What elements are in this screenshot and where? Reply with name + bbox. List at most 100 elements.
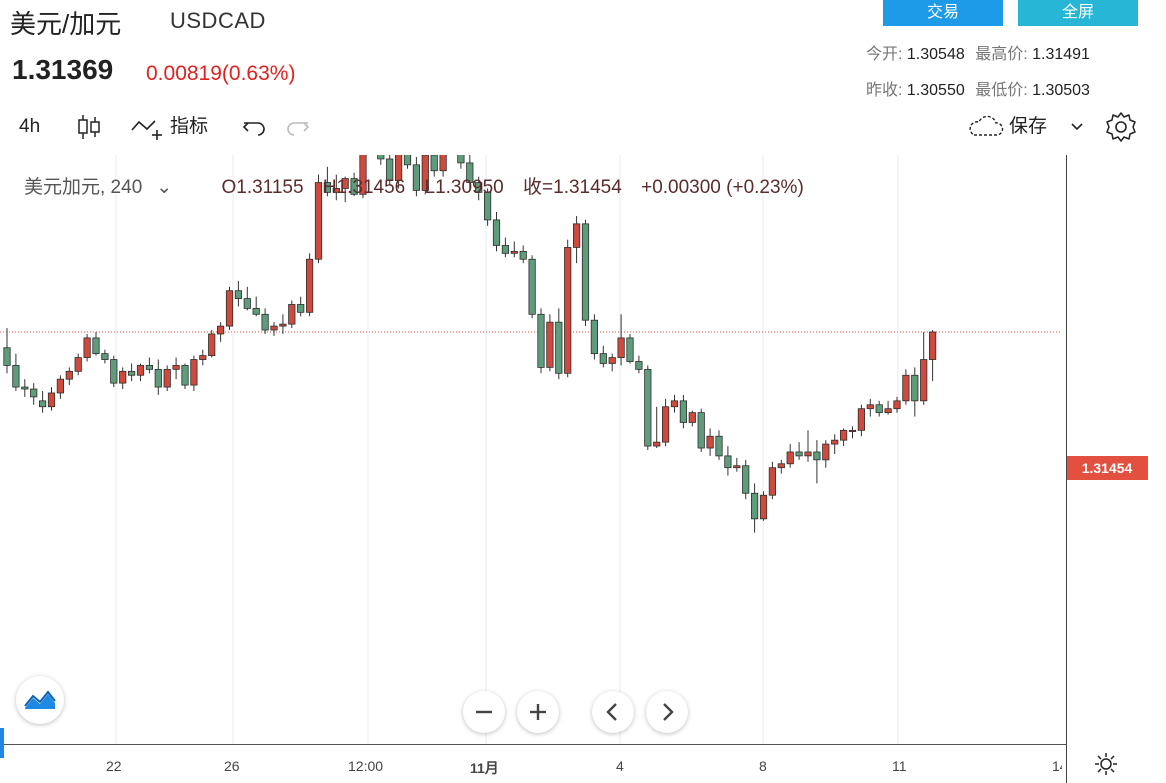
- save-button[interactable]: 保存: [966, 110, 1066, 144]
- zoom-out-button[interactable]: [463, 691, 505, 733]
- candle: [822, 440, 830, 468]
- prev-close-value: 1.30550: [906, 82, 965, 99]
- candle: [893, 396, 901, 413]
- candle: [234, 280, 242, 307]
- candle-body: [884, 408, 892, 414]
- candle: [795, 442, 803, 460]
- candle-body: [857, 408, 866, 431]
- save-menu-button[interactable]: [1068, 110, 1086, 144]
- candle: [902, 369, 910, 405]
- candle-type-button[interactable]: [76, 110, 102, 144]
- candle: [475, 176, 483, 201]
- undo-button[interactable]: [242, 110, 268, 144]
- candle: [101, 349, 109, 364]
- candlestick-chart[interactable]: [0, 155, 1062, 745]
- fullscreen-button[interactable]: 全屏: [1018, 0, 1138, 26]
- candle-body: [225, 290, 234, 327]
- chevron-down-icon[interactable]: ⌄: [156, 177, 173, 198]
- candle-body: [172, 365, 180, 370]
- cloud-icon: [969, 115, 1004, 136]
- x-tick-label: 22: [106, 758, 122, 774]
- candle: [145, 357, 153, 374]
- candle: [679, 394, 688, 429]
- candle-body: [136, 365, 145, 376]
- x-tick-label: 26: [224, 758, 240, 774]
- candle-body: [670, 400, 679, 408]
- candle-body: [537, 313, 545, 368]
- candle: [39, 391, 47, 413]
- candle-body: [573, 223, 581, 248]
- save-label: 保存: [1009, 116, 1048, 137]
- candle-body: [359, 155, 367, 195]
- candle: [697, 408, 705, 452]
- candle-body: [929, 331, 937, 360]
- candle: [47, 387, 56, 411]
- candle: [181, 363, 189, 390]
- time-axis-border: [0, 744, 1066, 745]
- candle: [430, 155, 438, 177]
- zoom-in-button[interactable]: [517, 691, 559, 733]
- tradingview-logo-button[interactable]: [16, 676, 64, 724]
- legend-high: H1.31456: [322, 177, 406, 198]
- chart-toolbar: 4h 指标 保存: [0, 110, 1166, 144]
- candle-body: [323, 182, 332, 193]
- candle: [724, 446, 732, 476]
- settings-button[interactable]: [1104, 110, 1138, 144]
- x-tick-label: 11月: [470, 760, 499, 776]
- candle-body: [751, 492, 759, 520]
- scroll-right-button[interactable]: [646, 691, 688, 733]
- candle-body: [314, 182, 323, 260]
- candle: [74, 353, 82, 376]
- candle-body: [848, 429, 857, 432]
- indicators-button[interactable]: 指标: [130, 110, 220, 144]
- candle-body: [466, 162, 474, 183]
- candle: [510, 241, 518, 258]
- legend-symbol[interactable]: 美元加元, 240: [24, 177, 143, 198]
- candle: [857, 404, 866, 437]
- candle: [866, 398, 874, 417]
- candle: [119, 367, 127, 390]
- candle-body: [475, 182, 483, 193]
- trade-button[interactable]: 交易: [883, 0, 1003, 26]
- candle-body: [341, 178, 349, 189]
- candle-body: [279, 323, 287, 327]
- candle: [662, 398, 670, 447]
- candle-body: [866, 404, 874, 410]
- candle: [537, 308, 545, 374]
- candle: [733, 457, 741, 472]
- redo-button[interactable]: [284, 110, 310, 144]
- candle: [457, 155, 465, 169]
- candle: [564, 239, 572, 378]
- candle-body: [724, 455, 732, 469]
- candle: [332, 174, 340, 201]
- candle: [288, 300, 296, 329]
- axis-settings-button[interactable]: [1094, 752, 1118, 776]
- candle-body: [546, 321, 554, 368]
- candle-body: [83, 337, 91, 358]
- candle: [804, 430, 812, 462]
- candle: [653, 406, 661, 449]
- scroll-left-button[interactable]: [592, 691, 634, 733]
- candle-body: [893, 400, 901, 410]
- candle-body: [759, 494, 768, 520]
- candle: [386, 155, 394, 185]
- candle-body: [697, 412, 705, 449]
- stats-row-2: 昨收: 1.30550 最低价: 1.30503: [866, 76, 1090, 100]
- candle: [12, 353, 20, 391]
- interval-button[interactable]: 4h: [19, 116, 41, 137]
- candle: [617, 314, 625, 366]
- candle: [394, 155, 403, 189]
- candle: [501, 237, 510, 258]
- candle: [127, 363, 136, 382]
- candle-body: [65, 370, 73, 380]
- x-tick-label: 11: [892, 758, 907, 774]
- candle: [626, 333, 634, 364]
- candle: [929, 330, 937, 382]
- candle: [314, 174, 323, 264]
- ohlc-legend: 美元加元, 240 ⌄ O1.31155 H1.31456 L1.30950 收=…: [24, 172, 818, 199]
- candle-body: [492, 219, 501, 246]
- candle-body: [439, 155, 447, 172]
- legend-close: 收=1.31454: [523, 177, 622, 198]
- candle: [243, 286, 251, 311]
- x-tick-label: 8: [759, 758, 767, 774]
